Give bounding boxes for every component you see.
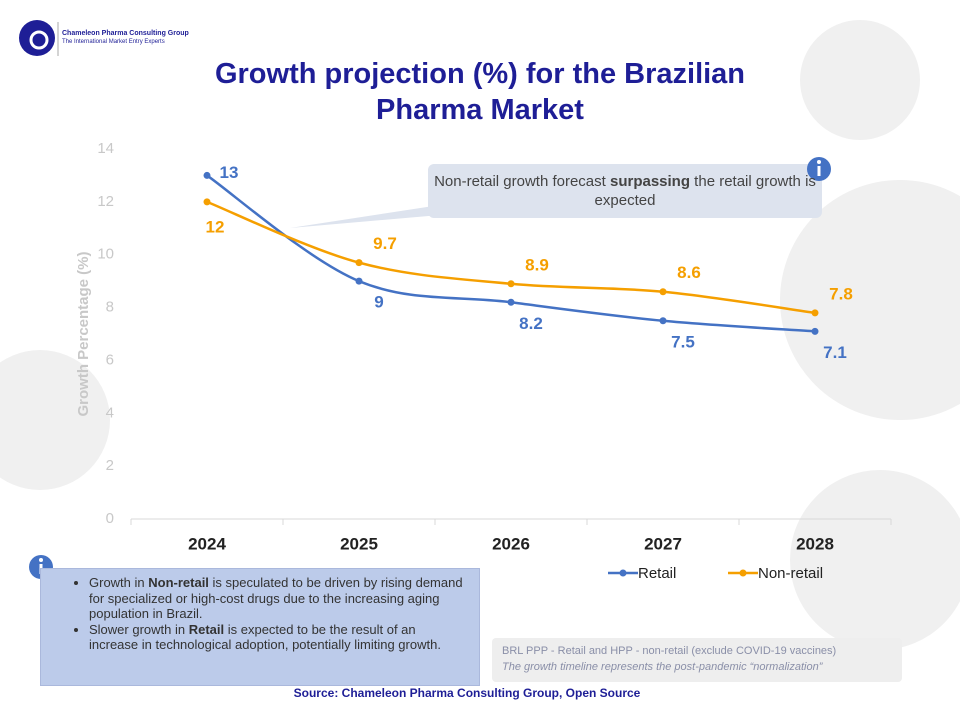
- legend-marker: [739, 569, 747, 577]
- data-label: 9.7: [373, 234, 397, 253]
- y-tick-label: 6: [106, 351, 114, 368]
- data-label: 8.6: [677, 263, 701, 282]
- annotation-text: Non-retail growth forecast: [434, 173, 610, 190]
- legend-label: Retail: [638, 565, 676, 582]
- y-axis-label: Growth Percentage (%): [75, 251, 92, 416]
- bullet-text: Slower growth in: [89, 621, 189, 637]
- legend-label: Non-retail: [758, 565, 823, 582]
- data-point: [507, 298, 515, 306]
- data-label: 8.2: [519, 314, 543, 333]
- data-label: 9: [374, 293, 383, 312]
- data-point: [507, 280, 515, 288]
- x-tick-label: 2026: [492, 534, 530, 553]
- data-point: [811, 309, 819, 317]
- footnote-box: BRL PPP - Retail and HPP - non-retail (e…: [492, 638, 902, 682]
- legend-marker: [619, 569, 627, 577]
- y-tick-label: 10: [97, 246, 114, 263]
- background-decor: [0, 20, 960, 650]
- bullet-text: is expected to be the result of an incre…: [89, 621, 441, 653]
- bullet: Slower growth in Retail is expected to b…: [89, 622, 467, 653]
- y-tick-label: 8: [106, 299, 114, 316]
- x-tick-label: 2028: [796, 534, 834, 553]
- data-label: 7.1: [823, 343, 847, 362]
- annotation-text: the retail growth is expected: [594, 173, 816, 209]
- bullet-text: Non-retail: [148, 575, 209, 590]
- data-label: 8.9: [525, 255, 549, 274]
- x-tick-label: 2024: [188, 534, 226, 553]
- data-point: [811, 327, 819, 335]
- callout-pointer: [290, 205, 440, 228]
- data-label: 7.5: [671, 332, 695, 351]
- bullet: Growth in Non-retail is speculated to be…: [89, 575, 467, 622]
- bullet-text: Retail: [188, 621, 225, 637]
- bullet-text: is speculated to be driven by rising dem…: [89, 575, 463, 621]
- y-tick-label: 14: [97, 140, 114, 157]
- company-name: Chameleon Pharma Consulting Group: [62, 30, 189, 37]
- data-point: [355, 259, 363, 267]
- annotation-emphasis: surpassing: [609, 173, 691, 190]
- data-point: [659, 288, 667, 296]
- logo: [19, 20, 59, 56]
- company-tagline: The International Market Entry Experts: [62, 39, 165, 45]
- x-tick-label: 2027: [644, 534, 682, 553]
- data-label: 12: [206, 217, 225, 236]
- footnote: BRL PPP - Retail and HPP - non-retail (e…: [502, 645, 837, 657]
- y-tick-label: 0: [106, 510, 114, 527]
- series-line: [206, 200, 816, 315]
- y-tick-label: 12: [97, 193, 114, 210]
- callout-box: [428, 164, 822, 218]
- notes-box: Growth in Non-retail is speculated to be…: [40, 568, 480, 686]
- y-tick-label: 2: [106, 457, 114, 474]
- data-label: 7.8: [829, 284, 853, 303]
- info-icon: [807, 157, 831, 181]
- bullet-list: Growth in Non-retail is speculated to be…: [71, 575, 467, 653]
- data-point: [355, 277, 363, 285]
- annotation: Non-retail growth forecast surpassing th…: [428, 164, 822, 218]
- source: Source: Chameleon Pharma Consulting Grou…: [293, 686, 641, 700]
- data-point: [203, 171, 211, 179]
- chart-title: Growth projection (%) for the Brazilian …: [214, 58, 746, 126]
- data-point: [203, 198, 211, 206]
- x-tick-label: 2025: [340, 534, 378, 553]
- bullet-text: Growth in: [89, 575, 149, 590]
- data-point: [659, 317, 667, 325]
- y-tick-label: 4: [106, 404, 114, 421]
- data-label: 13: [220, 163, 239, 182]
- footnote: The growth timeline represents the post-…: [502, 661, 823, 673]
